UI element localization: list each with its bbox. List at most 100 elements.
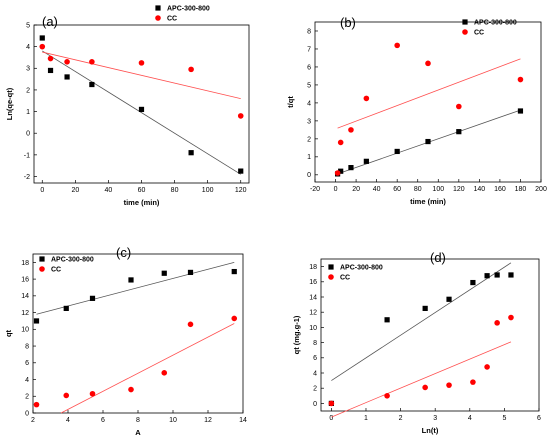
panel-c-y-tick-label: 12 [21, 310, 29, 317]
panel-a-y-tick-label: 5 [26, 22, 30, 29]
panel-c-legend-marker-cc [39, 266, 45, 272]
panel-a-point-cc [188, 66, 194, 73]
panel-c-y-tick-label: 0 [25, 410, 29, 417]
panel-c-point-apc [128, 277, 134, 283]
panel-a-x-tick-label: 100 [202, 187, 214, 194]
panel-b-x-tick-label: 20 [352, 186, 360, 193]
panel-b-x-tick-label: 120 [453, 186, 465, 193]
panel-d-point-apc [446, 296, 452, 302]
panel-a-y-tick-label: 0 [26, 131, 30, 138]
panel-c-point-cc [89, 390, 96, 397]
panel-c-y-tick-label: 10 [21, 327, 29, 334]
panel-c-x-tick-label: 4 [66, 417, 70, 424]
panel-b-y-axis-title: t/qt [286, 96, 295, 108]
panel-d-point-cc [508, 314, 514, 321]
panel-b-x-tick-label: 180 [515, 186, 527, 193]
panel-d-point-cc [446, 382, 452, 388]
panel-a-y-tick-label: -1 [24, 152, 30, 159]
panel-a-point-cc [237, 113, 244, 119]
panel-c-x-axis-title: A [135, 428, 141, 437]
panel-d-point-cc [384, 393, 390, 399]
panel-d-point-cc [328, 400, 335, 407]
panel-b-point-cc [425, 60, 431, 67]
panel-c-y-axis-title: qt [4, 329, 13, 337]
panel-c-point-apc [231, 268, 237, 275]
panel-d-legend-label-apc: APC-300-800 [340, 265, 383, 272]
panel-b-point-cc [348, 127, 354, 133]
panel-d-legend-marker-cc [328, 274, 334, 280]
panel-c-x-tick-label: 14 [239, 417, 247, 424]
panel-b-y-tick-label: 3 [307, 118, 311, 125]
panel-c-point-apc [63, 305, 69, 311]
panel-a-legend-marker-apc [155, 5, 161, 11]
panel-d-panel-label: (d) [430, 250, 446, 265]
panel-d-point-cc [422, 384, 428, 391]
panel-d-y-tick-label: 2 [313, 386, 317, 393]
panel-b-y-tick-label: 8 [307, 28, 311, 35]
panel-a-point-apc [238, 168, 244, 174]
panel-d-point-apc [384, 317, 390, 323]
panel-c-y-tick-label: 16 [21, 277, 29, 284]
panel-d-x-tick-label: 1 [364, 415, 368, 422]
panel-c-x-tick-label: 8 [136, 417, 140, 424]
panel-c-x-tick-label: 12 [204, 417, 212, 424]
panel-b-y-tick-label: 6 [307, 64, 311, 71]
panel-a-point-cc [64, 58, 70, 65]
panel-d-legend-marker-apc [328, 264, 334, 270]
panel-b-x-tick-label: 140 [474, 186, 486, 193]
panel-a-point-cc [47, 55, 54, 62]
panel-a-point-apc [138, 106, 145, 113]
panel-b-legend-marker-cc [462, 29, 468, 35]
panel-b-point-cc [363, 95, 370, 102]
panel-d-y-tick-label: 0 [313, 401, 317, 408]
panel-a-x-tick-label: 60 [138, 187, 146, 194]
panel-a-point-cc [89, 58, 95, 65]
panel-b-y-tick-label: 5 [307, 82, 311, 89]
panel-a-legend-label-cc: CC [167, 16, 177, 23]
panel-b-x-tick-label: 160 [494, 186, 506, 193]
panel-c-point-apc [161, 270, 167, 276]
panel-d-point-apc [484, 273, 490, 279]
panel-b-y-tick-label: 2 [307, 136, 311, 143]
panel-c-y-tick-label: 18 [21, 260, 29, 267]
panel-d-y-tick-label: 14 [309, 294, 317, 301]
panel-a-point-apc [188, 150, 194, 156]
panel-c-legend-label-cc: CC [51, 267, 61, 274]
panel-d-x-tick-label: 3 [433, 415, 437, 422]
panel-a-x-tick-label: 120 [235, 187, 247, 194]
panel-d-x-tick-label: 5 [502, 415, 506, 422]
panel-d-point-cc [484, 364, 490, 370]
panel-c-point-cc [63, 392, 70, 399]
panel-d-point-cc [470, 379, 476, 385]
panel-d-y-tick-label: 4 [313, 370, 317, 377]
panel-c-legend-marker-apc [39, 256, 45, 262]
panel-c-y-tick-label: 2 [25, 394, 29, 401]
panel-b-x-tick-label: 80 [414, 186, 422, 193]
panel-c-y-tick-label: 4 [25, 377, 29, 384]
panel-b-y-tick-label: 7 [307, 46, 311, 53]
panel-a-y-tick-label: 4 [26, 44, 30, 51]
panel-c-y-tick-label: 6 [25, 360, 29, 367]
panel-a-y-tick-label: -2 [24, 174, 30, 181]
panel-b-x-tick-label: 60 [393, 186, 401, 193]
panel-b-y-tick-label: 0 [307, 172, 311, 179]
panel-b-legend-label-cc: CC [474, 30, 484, 37]
panel-c-legend-label-apc: APC-300-800 [51, 257, 94, 264]
panel-a-fit-line-cc [42, 51, 241, 99]
panel-b-point-apc [394, 148, 400, 155]
panel-d-fit-line-apc [331, 262, 512, 381]
panel-b-legend-label-apc: APC-300-800 [474, 20, 517, 27]
panel-c-x-tick-label: 10 [169, 417, 177, 424]
panel-a-point-apc [47, 67, 54, 74]
panel-b-x-axis-title: time (min) [410, 197, 446, 206]
panel-a-point-cc [138, 60, 145, 66]
panel-b-point-apc [425, 138, 431, 145]
panel-a-x-axis-title: time (min) [124, 198, 160, 207]
panel-a-x-tick-label: 20 [71, 187, 79, 194]
panel-d-y-tick-label: 8 [313, 340, 317, 347]
panel-d-x-axis-title: Ln(t) [422, 426, 439, 435]
panel-b-point-cc [334, 170, 341, 176]
panel-d-y-axis-title: qt (mg.g-1) [292, 315, 301, 354]
panel-c-point-cc [231, 315, 238, 322]
